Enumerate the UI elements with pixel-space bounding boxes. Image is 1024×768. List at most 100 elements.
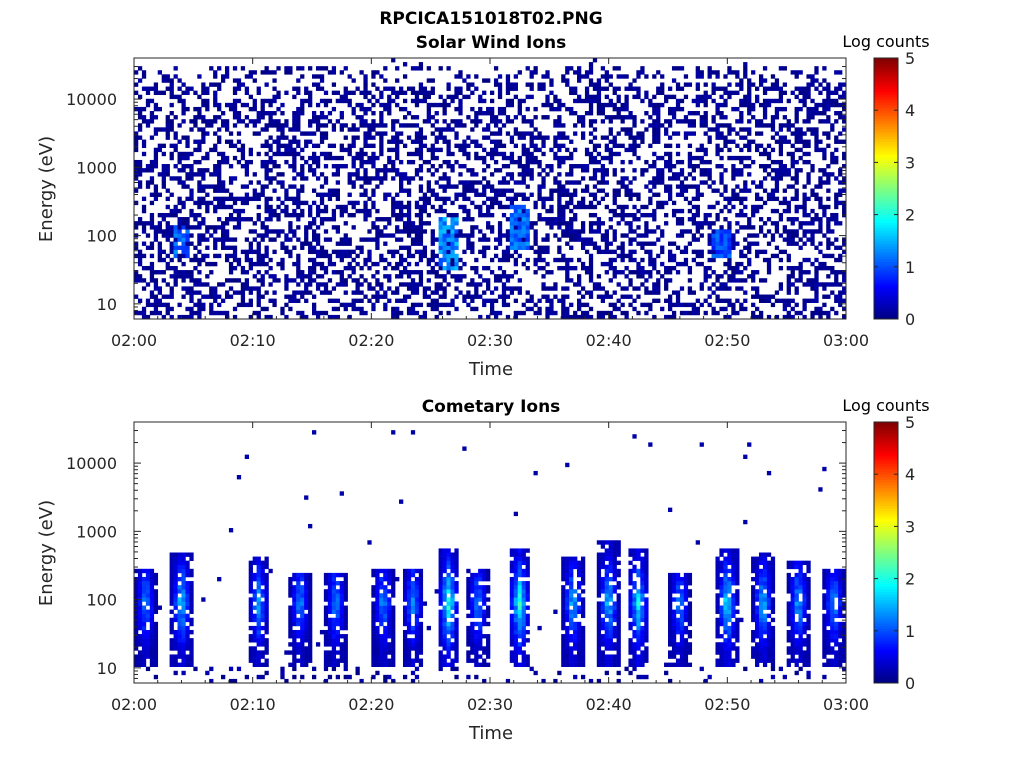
heatmap-cell [668,306,673,312]
heatmap-cell [679,221,685,226]
heatmap-cell [478,111,483,116]
heatmap-cell [762,102,768,108]
heatmap-cell [264,249,269,255]
heatmap-cell [450,257,455,263]
heatmap-cell [137,650,143,655]
heatmap-cell [561,294,566,299]
heatmap-cell [430,123,435,128]
heatmap-cell [762,66,768,71]
heatmap-cell [312,119,317,124]
heatmap-cell [213,310,218,316]
heatmap-cell [391,164,396,169]
heatmap-cell [430,241,435,246]
heatmap-cell [782,196,787,202]
heatmap-cell [608,102,613,108]
heatmap-cell [588,200,594,206]
heatmap-cell [418,139,424,144]
heatmap-cell [236,86,242,91]
heatmap-cell [735,212,740,218]
heatmap-cell [300,290,305,295]
heatmap-cell [264,168,269,173]
heatmap-cell [810,229,815,234]
heatmap-cell [438,208,443,214]
heatmap-cell [561,188,566,193]
heatmap-cell [252,274,257,279]
heatmap-cell [703,278,708,283]
heatmap-cell [478,204,483,210]
heatmap-cell [185,241,190,246]
heatmap-cell [656,102,661,108]
heatmap-cell [359,184,364,189]
heatmap-cell [228,180,234,185]
heatmap-cell [616,253,621,259]
heatmap-cell [379,135,384,140]
heatmap-cell [379,147,384,153]
heatmap-cell [201,86,206,91]
heatmap-cell [379,168,384,173]
heatmap-cell [545,221,550,226]
heatmap-cell [363,172,368,177]
heatmap-cell [513,229,518,234]
colorbar-segment [874,125,898,129]
heatmap-cell [834,176,839,181]
heatmap-cell [153,225,159,230]
heatmap-cell [691,196,696,202]
heatmap-cell [308,90,313,96]
heatmap-cell [664,127,669,132]
heatmap-cell [395,119,400,124]
heatmap-cell [490,225,495,230]
heatmap-cell [664,286,669,291]
heatmap-cell [636,192,641,197]
heatmap-cell [438,261,443,267]
heatmap-cell [201,131,206,136]
heatmap-cell [822,111,827,116]
heatmap-cell [664,298,669,303]
heatmap-cell [395,306,400,312]
heatmap-cell [699,70,704,75]
heatmap-cell [818,139,823,144]
heatmap-cell [137,658,143,663]
heatmap-cell [228,139,234,144]
heatmap-cell [751,225,756,230]
heatmap-cell [300,111,305,116]
heatmap-cell [517,229,522,234]
heatmap-cell [652,111,657,116]
heatmap-cell [802,270,807,275]
heatmap-cell [359,123,364,128]
heatmap-cell [379,74,384,79]
heatmap-cell [347,192,352,197]
heatmap-cell [284,66,289,71]
heatmap-cell [802,90,807,96]
heatmap-cell [137,135,143,140]
heatmap-cell [640,66,645,71]
heatmap-cell [691,249,696,255]
heatmap-cell [557,155,562,161]
heatmap-cell [399,204,404,210]
heatmap-cell [351,200,356,206]
heatmap-cell [145,164,151,169]
heatmap-cell [715,135,720,140]
heatmap-cell [644,290,649,295]
heatmap-cell [410,225,416,230]
heatmap-cell [557,98,562,104]
heatmap-cell [842,164,847,169]
heatmap-cell [525,221,530,226]
heatmap-cell [573,188,578,193]
heatmap-cell [533,106,538,112]
heatmap-cell [312,257,317,263]
heatmap-cell [323,135,329,140]
heatmap-cell [529,86,534,91]
heatmap-cell [209,123,214,128]
heatmap-cell [426,180,431,185]
heatmap-cell [134,593,139,598]
heatmap-cell [355,102,360,108]
heatmap-cell [418,127,424,132]
heatmap-cell [466,282,471,287]
heatmap-cell [391,135,396,140]
heatmap-cell [205,208,210,214]
heatmap-cell [794,172,799,177]
heatmap-cell [327,143,333,149]
heatmap-cell [509,221,515,226]
heatmap-cell [351,135,356,140]
colorbar-segment [874,131,898,135]
